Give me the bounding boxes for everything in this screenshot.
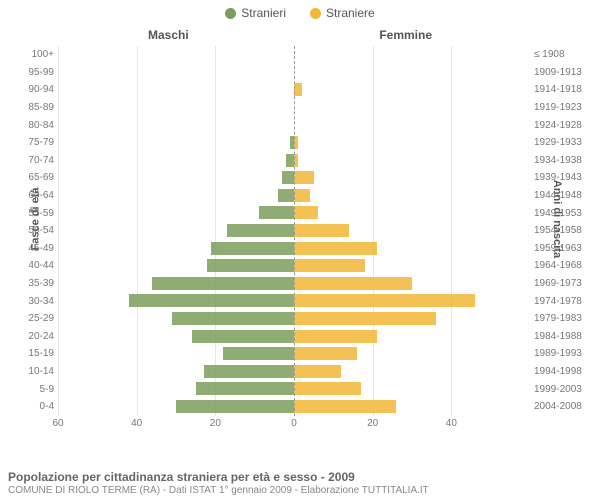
bar-male — [278, 189, 294, 202]
bar-male — [129, 294, 294, 307]
bar-male — [172, 312, 294, 325]
bar-female — [294, 382, 361, 395]
bar-male — [282, 171, 294, 184]
bar-male — [207, 259, 294, 272]
swatch-male-icon — [225, 8, 236, 19]
birth-year-label: 1984-1988 — [534, 331, 590, 342]
bar-male — [176, 400, 294, 413]
birth-year-label: 1974-1978 — [534, 296, 590, 307]
bar-male — [223, 347, 294, 360]
plot-area: 100+≤ 190895-991909-191390-941914-191885… — [58, 46, 530, 416]
swatch-female-icon — [310, 8, 321, 19]
bar-female — [294, 330, 377, 343]
caption-sub: COMUNE DI RIOLO TERME (RA) - Dati ISTAT … — [8, 485, 592, 496]
bar-female — [294, 365, 341, 378]
birth-year-label: 1914-1918 — [534, 84, 590, 95]
bar-female — [294, 294, 475, 307]
bar-male — [227, 224, 294, 237]
birth-year-label: 1959-1963 — [534, 243, 590, 254]
birth-year-label: 1919-1923 — [534, 102, 590, 113]
age-label: 0-4 — [14, 401, 54, 412]
bar-female — [294, 347, 357, 360]
age-label: 75-79 — [14, 137, 54, 148]
x-tick: 60 — [52, 418, 63, 429]
column-header-male: Maschi — [148, 28, 189, 42]
age-label: 85-89 — [14, 102, 54, 113]
age-label: 50-54 — [14, 225, 54, 236]
bar-female — [294, 224, 349, 237]
age-label: 40-44 — [14, 260, 54, 271]
age-label: 90-94 — [14, 84, 54, 95]
legend: Stranieri Straniere — [0, 0, 600, 20]
bar-female — [294, 206, 318, 219]
age-label: 20-24 — [14, 331, 54, 342]
birth-year-label: 1924-1928 — [534, 120, 590, 131]
x-tick: 40 — [131, 418, 142, 429]
birth-year-label: 1934-1938 — [534, 155, 590, 166]
legend-female: Straniere — [310, 6, 375, 20]
x-tick: 40 — [446, 418, 457, 429]
legend-male-label: Stranieri — [241, 6, 286, 20]
birth-year-label: ≤ 1908 — [534, 49, 590, 60]
age-label: 100+ — [14, 49, 54, 60]
bar-male — [152, 277, 294, 290]
pyramid-chart: Maschi Femmine Fasce di età Anni di nasc… — [8, 28, 592, 438]
age-label: 60-64 — [14, 190, 54, 201]
x-tick: 20 — [367, 418, 378, 429]
legend-male: Stranieri — [225, 6, 286, 20]
birth-year-label: 1979-1983 — [534, 313, 590, 324]
bar-female — [294, 400, 396, 413]
age-label: 95-99 — [14, 67, 54, 78]
birth-year-label: 1964-1968 — [534, 260, 590, 271]
birth-year-label: 1929-1933 — [534, 137, 590, 148]
bar-male — [192, 330, 294, 343]
center-line — [294, 46, 295, 416]
bar-female — [294, 242, 377, 255]
column-header-female: Femmine — [379, 28, 432, 42]
bar-female — [294, 312, 436, 325]
legend-female-label: Straniere — [326, 6, 375, 20]
birth-year-label: 1969-1973 — [534, 278, 590, 289]
age-label: 35-39 — [14, 278, 54, 289]
age-label: 45-49 — [14, 243, 54, 254]
bar-male — [211, 242, 294, 255]
birth-year-label: 1909-1913 — [534, 67, 590, 78]
birth-year-label: 1949-1953 — [534, 208, 590, 219]
age-label: 65-69 — [14, 172, 54, 183]
age-label: 55-59 — [14, 208, 54, 219]
age-label: 25-29 — [14, 313, 54, 324]
age-label: 30-34 — [14, 296, 54, 307]
bar-female — [294, 83, 302, 96]
bar-male — [259, 206, 294, 219]
bar-female — [294, 277, 412, 290]
bar-male — [204, 365, 294, 378]
age-label: 80-84 — [14, 120, 54, 131]
x-axis: 60402002040 — [58, 418, 530, 434]
birth-year-label: 2004-2008 — [534, 401, 590, 412]
caption-title: Popolazione per cittadinanza straniera p… — [8, 470, 592, 484]
bar-female — [294, 189, 310, 202]
birth-year-label: 1994-1998 — [534, 366, 590, 377]
bar-male — [196, 382, 294, 395]
age-label: 5-9 — [14, 384, 54, 395]
bar-male — [286, 154, 294, 167]
bar-female — [294, 171, 314, 184]
age-label: 70-74 — [14, 155, 54, 166]
age-label: 10-14 — [14, 366, 54, 377]
x-tick: 20 — [210, 418, 221, 429]
birth-year-label: 1944-1948 — [534, 190, 590, 201]
x-tick: 0 — [291, 418, 297, 429]
birth-year-label: 1954-1958 — [534, 225, 590, 236]
birth-year-label: 1989-1993 — [534, 348, 590, 359]
birth-year-label: 1999-2003 — [534, 384, 590, 395]
bar-female — [294, 259, 365, 272]
age-label: 15-19 — [14, 348, 54, 359]
caption: Popolazione per cittadinanza straniera p… — [8, 470, 592, 496]
birth-year-label: 1939-1943 — [534, 172, 590, 183]
